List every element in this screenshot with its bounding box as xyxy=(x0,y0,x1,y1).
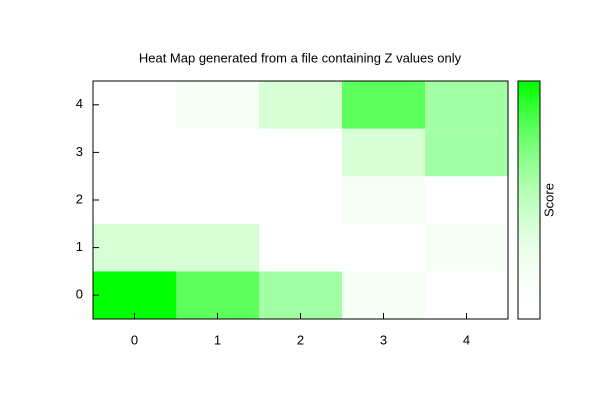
y-tick-label: 2 xyxy=(76,191,83,206)
x-tick-label: 3 xyxy=(380,332,387,347)
heat-cell xyxy=(93,176,176,224)
y-tick-label: 1 xyxy=(76,239,83,254)
heat-cell xyxy=(425,271,508,319)
heat-cell xyxy=(176,128,259,177)
heat-cell xyxy=(342,176,425,224)
heat-cell xyxy=(342,128,425,177)
x-tick-label: 1 xyxy=(214,332,221,347)
x-tick-label: 4 xyxy=(463,332,470,347)
y-tick-label: 3 xyxy=(76,144,83,159)
heat-cell xyxy=(259,128,342,177)
x-tick-label: 0 xyxy=(131,332,138,347)
colorbar xyxy=(517,80,541,320)
y-tick-label: 0 xyxy=(76,287,83,302)
heat-cell xyxy=(342,81,425,129)
heat-cell xyxy=(425,128,508,177)
heat-cell xyxy=(259,176,342,224)
heat-cell xyxy=(259,81,342,129)
heat-cell xyxy=(176,223,259,272)
heat-cell xyxy=(93,223,176,272)
heat-cell xyxy=(176,81,259,129)
heat-cell xyxy=(342,223,425,272)
heat-cell xyxy=(425,176,508,224)
heat-cell xyxy=(93,271,176,319)
heat-cell xyxy=(425,81,508,129)
heat-cell xyxy=(342,271,425,319)
colorbar-label: Score xyxy=(541,183,556,217)
heat-cell xyxy=(425,223,508,272)
chart-title: Heat Map generated from a file containin… xyxy=(139,50,462,65)
heat-cell xyxy=(93,81,176,129)
y-tick-label: 4 xyxy=(76,96,83,111)
heat-cell xyxy=(259,223,342,272)
heat-cell xyxy=(176,271,259,319)
x-tick-label: 2 xyxy=(297,332,304,347)
heat-cell xyxy=(176,176,259,224)
heat-cell xyxy=(259,271,342,319)
heat-cell xyxy=(93,128,176,177)
